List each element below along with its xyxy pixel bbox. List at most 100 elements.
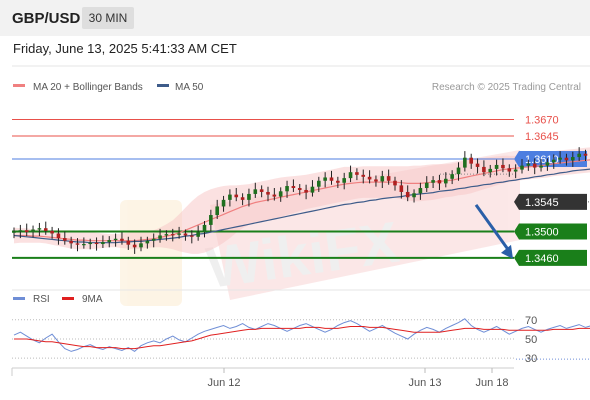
candle-body — [520, 165, 524, 170]
candle-body — [317, 180, 321, 187]
level-label-1.3610: 1.3610 — [525, 154, 559, 166]
candle-body — [348, 172, 353, 179]
candle-body — [259, 189, 264, 192]
candle-body — [50, 230, 54, 234]
candle-body — [577, 153, 581, 158]
candle-body — [12, 231, 16, 233]
legend-rsi-swatch — [13, 297, 25, 300]
candle-body — [444, 178, 448, 184]
candle-body — [132, 244, 137, 248]
candle-body — [501, 164, 505, 169]
forecast-arrow-shaft — [474, 203, 511, 252]
candle-body — [94, 242, 99, 245]
level-label-1.3500: 1.3500 — [525, 227, 559, 239]
candle-body — [177, 233, 181, 235]
x-tick-label: Jun 13 — [408, 377, 441, 389]
rsi-ma-line — [14, 326, 590, 350]
candle-body — [469, 157, 473, 164]
candle-body — [475, 163, 480, 167]
legend-rsi-label: RSI — [33, 294, 50, 305]
candle-body — [399, 185, 404, 192]
candle-body — [488, 168, 493, 173]
level-tag-1.3545 — [514, 193, 587, 210]
copyright-label: Research © 2025 Trading Central — [432, 82, 581, 93]
candle-body — [367, 176, 372, 180]
candle-body — [164, 234, 169, 236]
candle-body — [386, 176, 391, 181]
ma50-line — [13, 168, 590, 244]
candle-body — [513, 169, 518, 172]
candle-body — [418, 188, 423, 194]
candle-body — [507, 168, 512, 172]
candle-body — [228, 194, 232, 200]
candle-body — [202, 224, 207, 233]
candle-body — [183, 233, 188, 236]
candle-body — [494, 164, 499, 169]
candle-body — [482, 166, 486, 173]
candle-body — [463, 157, 467, 168]
x-tick-label: Jun 12 — [207, 377, 240, 389]
candle-body — [323, 177, 327, 181]
candle-body — [310, 186, 315, 193]
candle-body — [170, 234, 175, 236]
candles — [12, 147, 588, 254]
candle-body — [113, 238, 118, 241]
candle-body — [272, 194, 277, 197]
candle-body — [253, 189, 258, 194]
candle-body — [247, 193, 251, 200]
ma20-line — [14, 159, 590, 242]
candle-body — [43, 228, 48, 231]
candle-body — [107, 240, 112, 243]
candle-body — [304, 189, 308, 193]
legend-rsi-ma-swatch — [62, 297, 74, 300]
candle-body — [88, 242, 92, 245]
candle-body — [31, 229, 35, 233]
candle-body — [405, 191, 410, 198]
candle-body — [215, 206, 219, 216]
legend-ma50-label: MA 50 — [175, 82, 204, 93]
candle-body — [336, 180, 340, 183]
candle-body — [583, 153, 588, 156]
candle-body — [291, 186, 296, 189]
datetime-label: Friday, June 13, 2025 5:41:33 AM CET — [13, 41, 237, 56]
header-bar: GBP/USD 30 MIN — [0, 0, 590, 36]
rsi-tick-50: 50 — [525, 334, 537, 346]
candle-body — [158, 235, 162, 239]
candle-body — [374, 179, 378, 182]
candle-body — [190, 235, 194, 237]
candle-body — [424, 182, 429, 189]
candle-body — [539, 165, 543, 168]
candle-body — [412, 193, 416, 198]
candle-body — [69, 240, 73, 244]
level-label-1.3545: 1.3545 — [525, 197, 559, 209]
candle-body — [558, 157, 562, 160]
candle-body — [63, 238, 67, 241]
candle-body — [285, 186, 289, 192]
candle-body — [234, 194, 239, 198]
candle-body — [37, 228, 42, 230]
candle-body — [380, 176, 385, 182]
candle-body — [82, 244, 86, 246]
candle-body — [545, 162, 550, 166]
rsi-tick-70: 70 — [525, 315, 537, 327]
candle-body — [450, 174, 454, 179]
candle-body — [221, 199, 226, 207]
candle-body — [431, 180, 435, 183]
x-tick-label: Jun 18 — [475, 377, 508, 389]
candle-body — [151, 238, 156, 241]
candle-body — [393, 180, 397, 186]
legend-rsi-ma-label: 9MA — [82, 294, 103, 305]
candle-body — [209, 215, 213, 225]
candle-body — [456, 167, 461, 175]
level-tag-1.3460 — [514, 249, 587, 266]
timeframe-button[interactable]: 30 MIN — [82, 7, 134, 29]
candle-body — [56, 233, 61, 239]
candle-body — [126, 240, 131, 245]
candle-body — [24, 230, 29, 233]
level-label-1.3670: 1.3670 — [525, 114, 559, 126]
candle-body — [361, 174, 366, 177]
forecast-arrowhead — [501, 244, 513, 259]
candle-body — [437, 180, 442, 184]
candle-body — [564, 157, 569, 161]
candle-body — [101, 242, 105, 245]
